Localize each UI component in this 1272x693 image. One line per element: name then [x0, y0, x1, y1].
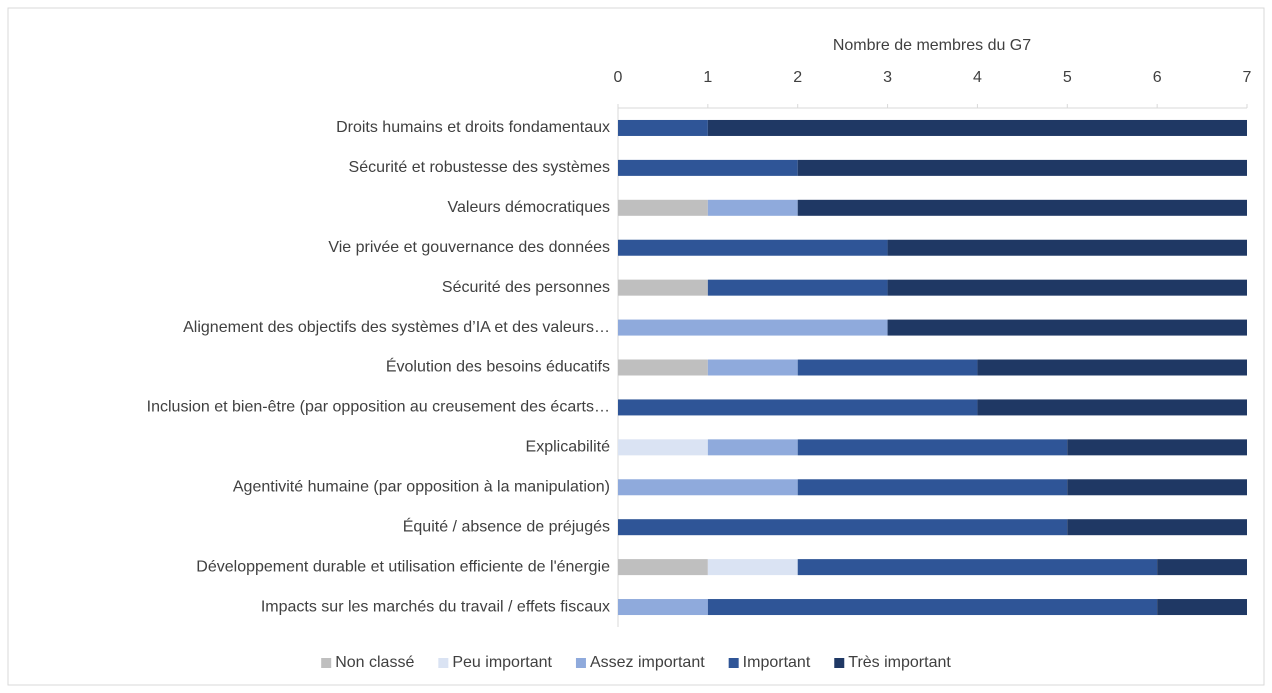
chart-border	[7, 7, 1265, 686]
bar-segment	[618, 159, 798, 176]
y-tick-label: Inclusion et bien-être (par opposition a…	[147, 399, 610, 416]
legend-label: Assez important	[590, 654, 705, 671]
x-tick-label: 4	[973, 69, 982, 86]
x-tick-label: 0	[614, 69, 623, 86]
bar-segment	[707, 359, 798, 376]
bar-segment	[797, 159, 1247, 176]
legend-label: Peu important	[452, 654, 552, 671]
x-tick-label: 6	[1153, 69, 1162, 86]
bar-segment	[977, 359, 1247, 376]
bar-segment	[1067, 479, 1247, 496]
y-tick-label: Équité / absence de préjugés	[403, 516, 610, 535]
bar-segment	[707, 599, 1158, 616]
y-tick-label: Agentivité humaine (par opposition à la …	[233, 478, 610, 495]
x-tick-label: 3	[883, 69, 892, 86]
bar-segment	[618, 359, 708, 376]
x-axis-title: Nombre de membres du G7	[833, 37, 1031, 54]
y-tick-label: Alignement des objectifs des systèmes d’…	[183, 319, 610, 336]
bar-segment	[707, 439, 798, 456]
bar-segment	[618, 279, 708, 296]
bar-segment	[797, 479, 1068, 496]
bar-segment	[618, 119, 708, 136]
bar-segment	[618, 519, 1068, 536]
bar-segment	[797, 439, 1068, 456]
bar-segment	[707, 279, 888, 296]
legend-swatch	[728, 658, 739, 668]
bar-segment	[797, 559, 1158, 576]
y-tick-label: Vie privée et gouvernance des données	[328, 239, 610, 256]
y-tick-label: Sécurité et robustesse des systèmes	[349, 159, 610, 176]
bar-segment	[618, 199, 708, 216]
y-tick-label: Sécurité des personnes	[442, 279, 610, 296]
legend-label: Important	[743, 654, 811, 671]
bar-segment	[618, 559, 708, 576]
bar-segment	[797, 359, 978, 376]
y-tick-label: Évolution des besoins éducatifs	[386, 357, 610, 376]
bar-segment	[707, 559, 798, 576]
bar-segment	[707, 199, 798, 216]
x-tick-label: 2	[793, 69, 802, 86]
x-tick-label: 1	[703, 69, 712, 86]
bar-segment	[1067, 519, 1247, 536]
legend-label: Non classé	[335, 654, 414, 671]
bar-segment	[887, 239, 1247, 256]
bar-segment	[618, 399, 978, 416]
y-tick-label: Droits humains et droits fondamentaux	[336, 119, 610, 136]
y-tick-label: Impacts sur les marchés du travail / eff…	[261, 598, 610, 615]
bar-segment	[618, 479, 798, 496]
bar-segment	[618, 319, 888, 336]
bar-segment	[707, 119, 1247, 136]
legend-label: Très important	[848, 654, 951, 671]
x-tick-label: 7	[1243, 69, 1252, 86]
bar-segment	[977, 399, 1247, 416]
y-tick-label: Développement durable et utilisation eff…	[196, 558, 610, 575]
bar-segment	[887, 279, 1247, 296]
bar-segment	[1157, 599, 1247, 616]
bar-segment	[618, 599, 708, 616]
bar-segment	[1157, 559, 1247, 576]
y-tick-label: Explicabilité	[526, 439, 611, 456]
bar-segment	[887, 319, 1247, 336]
y-tick-label: Valeurs démocratiques	[448, 199, 610, 216]
legend-swatch	[438, 658, 449, 668]
bar-segment	[797, 199, 1247, 216]
bar-segment	[618, 439, 708, 456]
x-tick-label: 5	[1063, 69, 1072, 86]
bar-segment	[618, 239, 888, 256]
legend-swatch	[575, 658, 586, 668]
legend-swatch	[834, 658, 845, 668]
bar-segment	[1067, 439, 1247, 456]
legend-swatch	[321, 658, 332, 668]
